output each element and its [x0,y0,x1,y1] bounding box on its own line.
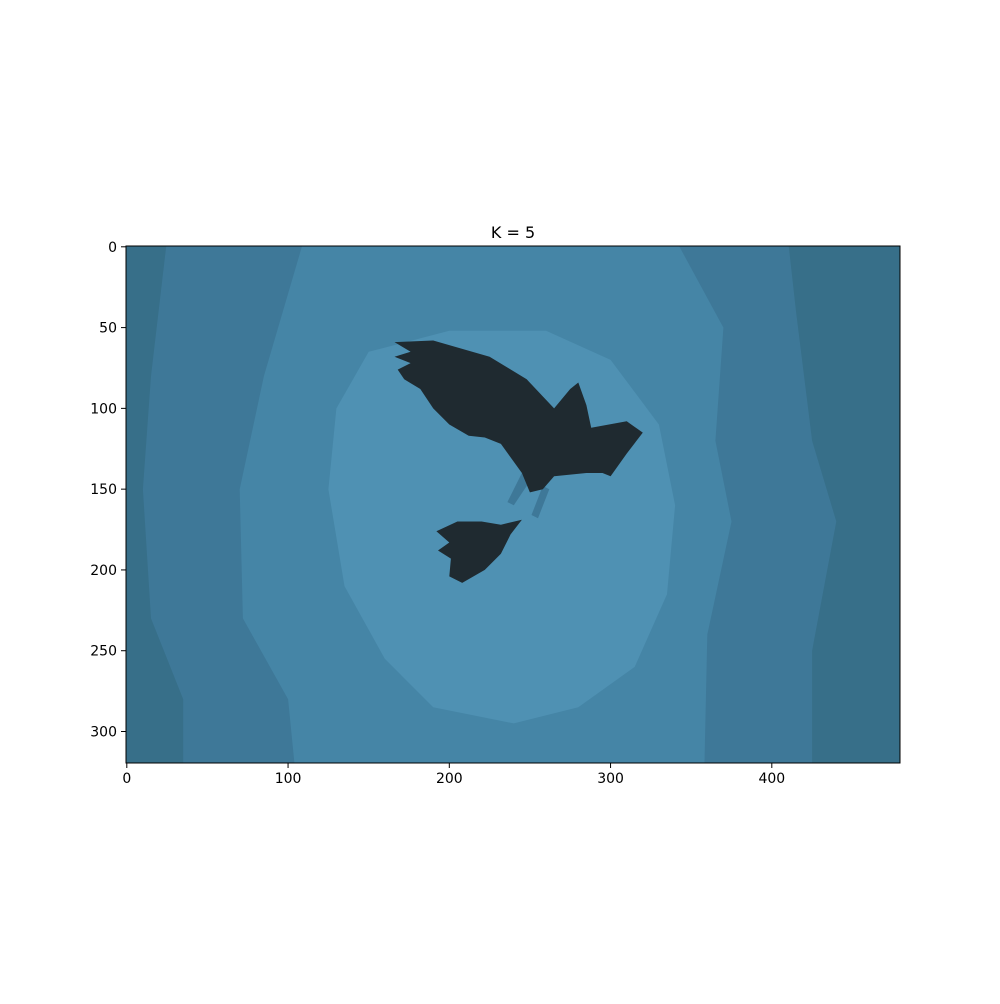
bird-small [436,519,522,583]
x-tick-label: 200 [436,771,463,787]
y-tick-label: 300 [90,724,117,740]
bird-large [394,340,643,493]
y-tick-label: 50 [99,321,117,337]
y-tick-label: 100 [90,401,117,417]
leg-shadow [531,485,550,519]
x-tick-label: 300 [597,771,624,787]
y-tick-label: 150 [90,482,117,498]
y-tick-label: 200 [90,563,117,579]
axes-frame [125,245,901,764]
x-tick-label: 400 [758,771,785,787]
x-tick-label: 100 [275,771,302,787]
chart-title: K = 5 [491,223,535,242]
y-tick-label: 250 [90,644,117,660]
x-tick-label: 0 [122,771,131,787]
y-tick-label: 0 [108,240,117,256]
image [126,246,900,763]
leg-shadow [507,473,530,506]
